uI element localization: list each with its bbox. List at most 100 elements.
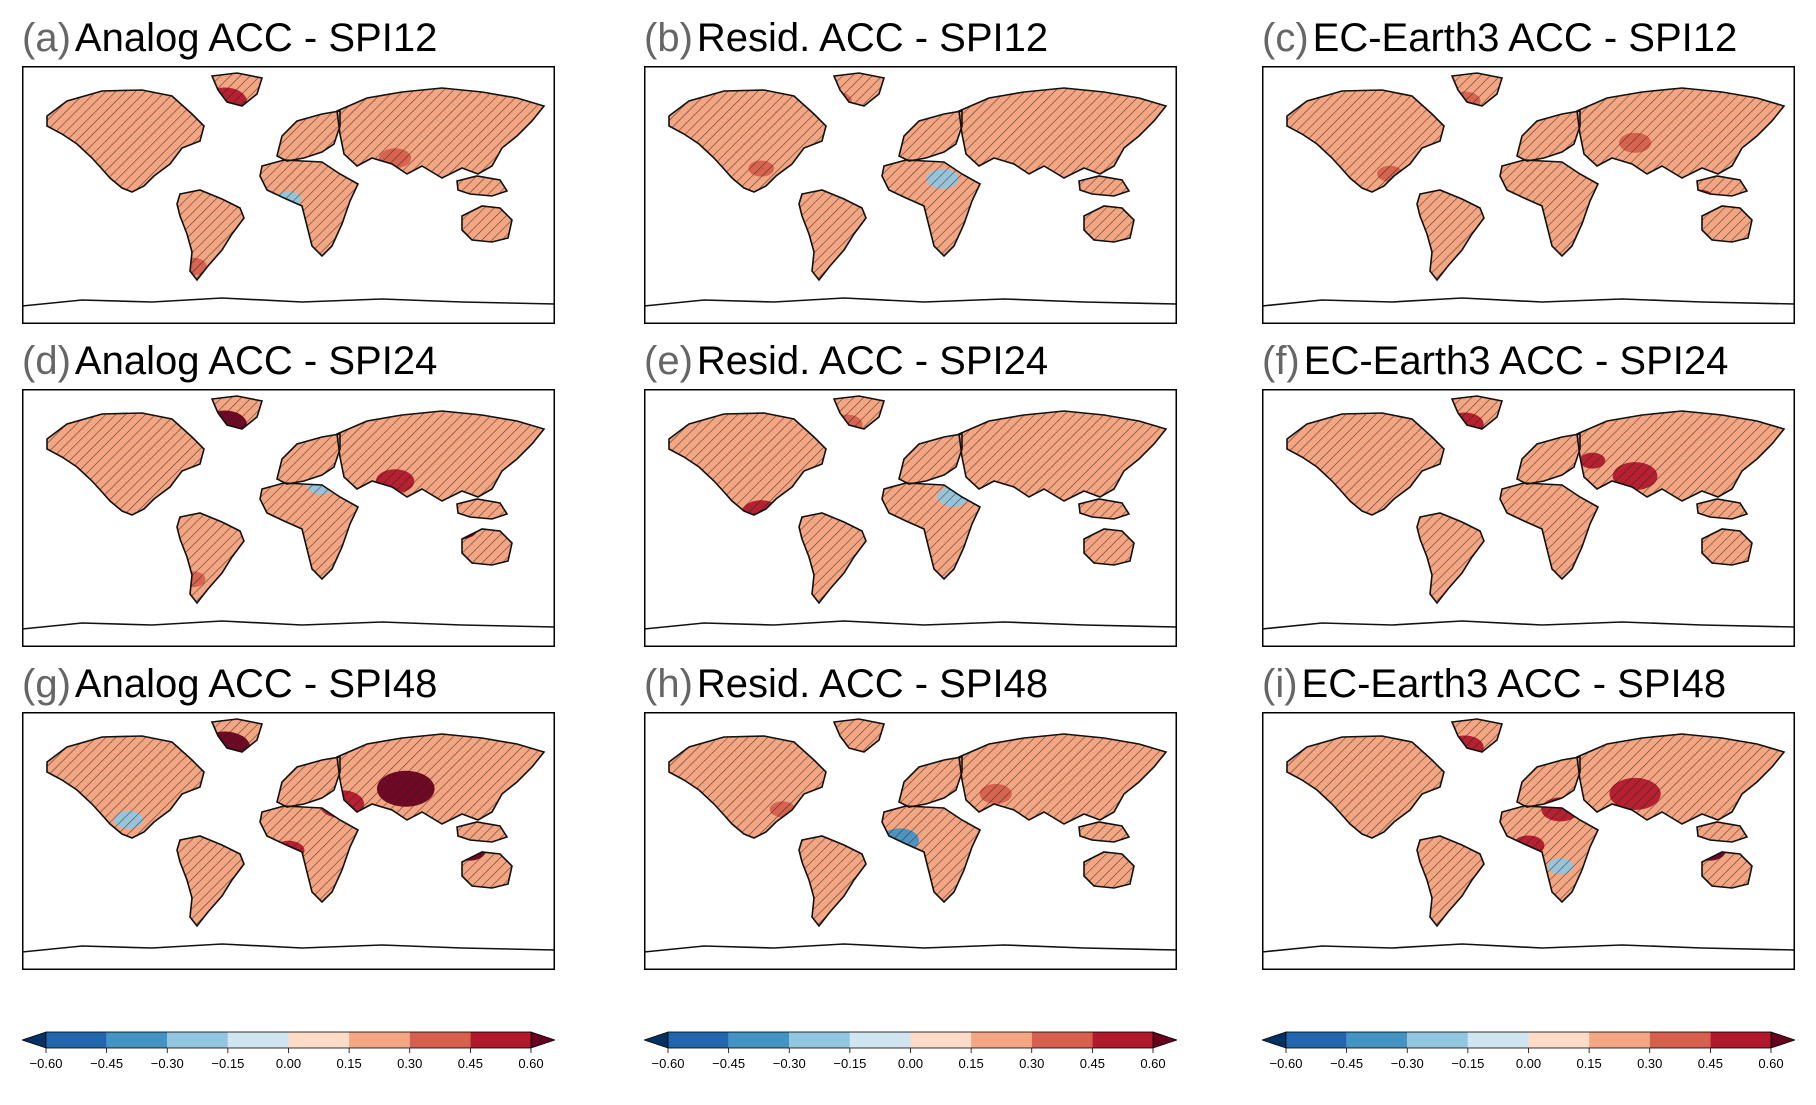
coastline-europe bbox=[276, 756, 341, 808]
colorbar-3: −0.60 −0.45 −0.30 −0.15 0.00 0.15 0.30 0.45 0.60 bbox=[1260, 1030, 1797, 1100]
colorbar-tick-label: −0.45 bbox=[1330, 1056, 1363, 1071]
colorbar-tick-label: −0.60 bbox=[1270, 1056, 1303, 1071]
coastline-asia bbox=[1576, 733, 1786, 825]
panel-label: (e) bbox=[644, 339, 693, 383]
map-b bbox=[644, 66, 1177, 324]
colorbar-tick-label: −0.15 bbox=[1451, 1056, 1484, 1071]
panel-title-text: Analog ACC - SPI48 bbox=[74, 662, 438, 706]
colorbar-segment bbox=[167, 1032, 228, 1048]
panel-title-text: Resid. ACC - SPI24 bbox=[696, 339, 1049, 383]
colorbar-segment bbox=[1286, 1032, 1347, 1048]
colorbar-segment bbox=[46, 1032, 107, 1048]
coastline-greenland bbox=[1450, 72, 1504, 107]
coastline-asia bbox=[958, 733, 1168, 825]
colorbar-tick-label: 0.30 bbox=[397, 1056, 422, 1071]
map-h bbox=[644, 712, 1177, 970]
colorbar-tick-label: 0.15 bbox=[958, 1056, 983, 1071]
colorbar-segment bbox=[728, 1032, 790, 1048]
coastline-north-america bbox=[1286, 89, 1445, 193]
map-frame bbox=[22, 389, 555, 647]
map-frame bbox=[1262, 712, 1795, 970]
coastline-africa bbox=[1499, 482, 1600, 581]
coastline-greenland bbox=[1450, 718, 1504, 753]
coastline-africa bbox=[259, 482, 360, 581]
map-a bbox=[22, 66, 555, 324]
coastline-antarctica bbox=[644, 297, 1177, 324]
colorbar-segment bbox=[849, 1032, 911, 1048]
coastline-greenland bbox=[832, 395, 886, 430]
coastline-asia bbox=[1576, 410, 1786, 502]
coastline-maritime-asia bbox=[1696, 498, 1749, 520]
colorbar-extend-high bbox=[1770, 1031, 1797, 1049]
panel-a: (a) Analog ACC - SPI12 bbox=[22, 12, 555, 348]
colorbar-tick-label: 0.00 bbox=[276, 1056, 301, 1071]
colorbar-1: −0.60 −0.45 −0.30 −0.15 0.00 0.15 0.30 0.45 0.60 bbox=[20, 1030, 557, 1100]
coastline-australia bbox=[1701, 528, 1753, 566]
colorbar-segment bbox=[1528, 1032, 1590, 1048]
panel-f: (f) EC-Earth3 ACC - SPI24 bbox=[1262, 335, 1795, 671]
coastline-south-america bbox=[1416, 512, 1485, 605]
colorbar-tick-label: 0.45 bbox=[1698, 1056, 1723, 1071]
panel-h: (h) Resid. ACC - SPI48 bbox=[644, 658, 1177, 994]
colorbar-segment bbox=[1649, 1032, 1711, 1048]
panel-title: (e) Resid. ACC - SPI24 bbox=[644, 335, 1048, 387]
map-f bbox=[1262, 389, 1795, 647]
colorbar-segment bbox=[1407, 1032, 1468, 1048]
coastline-greenland bbox=[210, 718, 264, 753]
colorbar-tick-label: −0.15 bbox=[833, 1056, 866, 1071]
map-frame bbox=[22, 66, 555, 324]
map-frame bbox=[644, 66, 1177, 324]
coastline-south-america bbox=[798, 512, 867, 605]
map-g bbox=[22, 712, 555, 970]
coastline-south-america bbox=[176, 512, 245, 605]
colorbar-tick-label: 0.60 bbox=[1758, 1056, 1783, 1071]
map-frame bbox=[644, 389, 1177, 647]
coastline-australia bbox=[1083, 851, 1135, 889]
coastline-africa bbox=[1499, 805, 1600, 904]
colorbar-tick-label: 0.15 bbox=[336, 1056, 361, 1071]
coastline-australia bbox=[461, 851, 513, 889]
panel-title-text: Analog ACC - SPI24 bbox=[74, 339, 438, 383]
coastline-maritime-asia bbox=[1696, 175, 1749, 197]
map-frame bbox=[644, 712, 1177, 970]
colorbar-tick-label: −0.45 bbox=[712, 1056, 745, 1071]
coastline-asia bbox=[336, 733, 546, 825]
panel-label: (b) bbox=[644, 16, 693, 60]
colorbar-segment bbox=[910, 1032, 972, 1048]
colorbar-segment bbox=[1710, 1032, 1771, 1048]
coastline-asia bbox=[958, 410, 1168, 502]
coastline-north-america bbox=[668, 89, 827, 193]
coastline-antarctica bbox=[22, 943, 555, 970]
coastline-greenland bbox=[832, 72, 886, 107]
colorbar-segment bbox=[1589, 1032, 1650, 1048]
coastline-greenland bbox=[210, 395, 264, 430]
colorbar-tick-label: 0.00 bbox=[1516, 1056, 1541, 1071]
colorbar-tick-label: 0.15 bbox=[1576, 1056, 1601, 1071]
coastline-europe bbox=[898, 433, 963, 485]
coastline-north-america bbox=[668, 412, 827, 516]
panel-title: (b) Resid. ACC - SPI12 bbox=[644, 12, 1048, 64]
colorbar-segment bbox=[1467, 1032, 1529, 1048]
colorbar-segment bbox=[1346, 1032, 1408, 1048]
coastline-europe bbox=[276, 110, 341, 162]
coastline-maritime-asia bbox=[1078, 175, 1131, 197]
colorbar-tick-label: 0.45 bbox=[1080, 1056, 1105, 1071]
coastline-antarctica bbox=[1262, 943, 1795, 970]
coastline-australia bbox=[1083, 205, 1135, 243]
map-frame bbox=[1262, 389, 1795, 647]
colorbar-extend-low bbox=[1260, 1031, 1287, 1049]
colorbar-tick-label: 0.60 bbox=[1140, 1056, 1165, 1071]
coastline-africa bbox=[881, 159, 982, 258]
colorbar-segment bbox=[409, 1032, 471, 1048]
coastline-antarctica bbox=[22, 620, 555, 647]
colorbar-segment bbox=[470, 1032, 531, 1048]
coastline-africa bbox=[1499, 159, 1600, 258]
coastline-antarctica bbox=[644, 620, 1177, 647]
coastline-south-america bbox=[1416, 189, 1485, 282]
colorbar-tick-label: 0.60 bbox=[518, 1056, 543, 1071]
coastline-antarctica bbox=[644, 943, 1177, 970]
map-i bbox=[1262, 712, 1795, 970]
coastline-north-america bbox=[1286, 412, 1445, 516]
coastline-africa bbox=[259, 805, 360, 904]
coastline-antarctica bbox=[1262, 297, 1795, 324]
